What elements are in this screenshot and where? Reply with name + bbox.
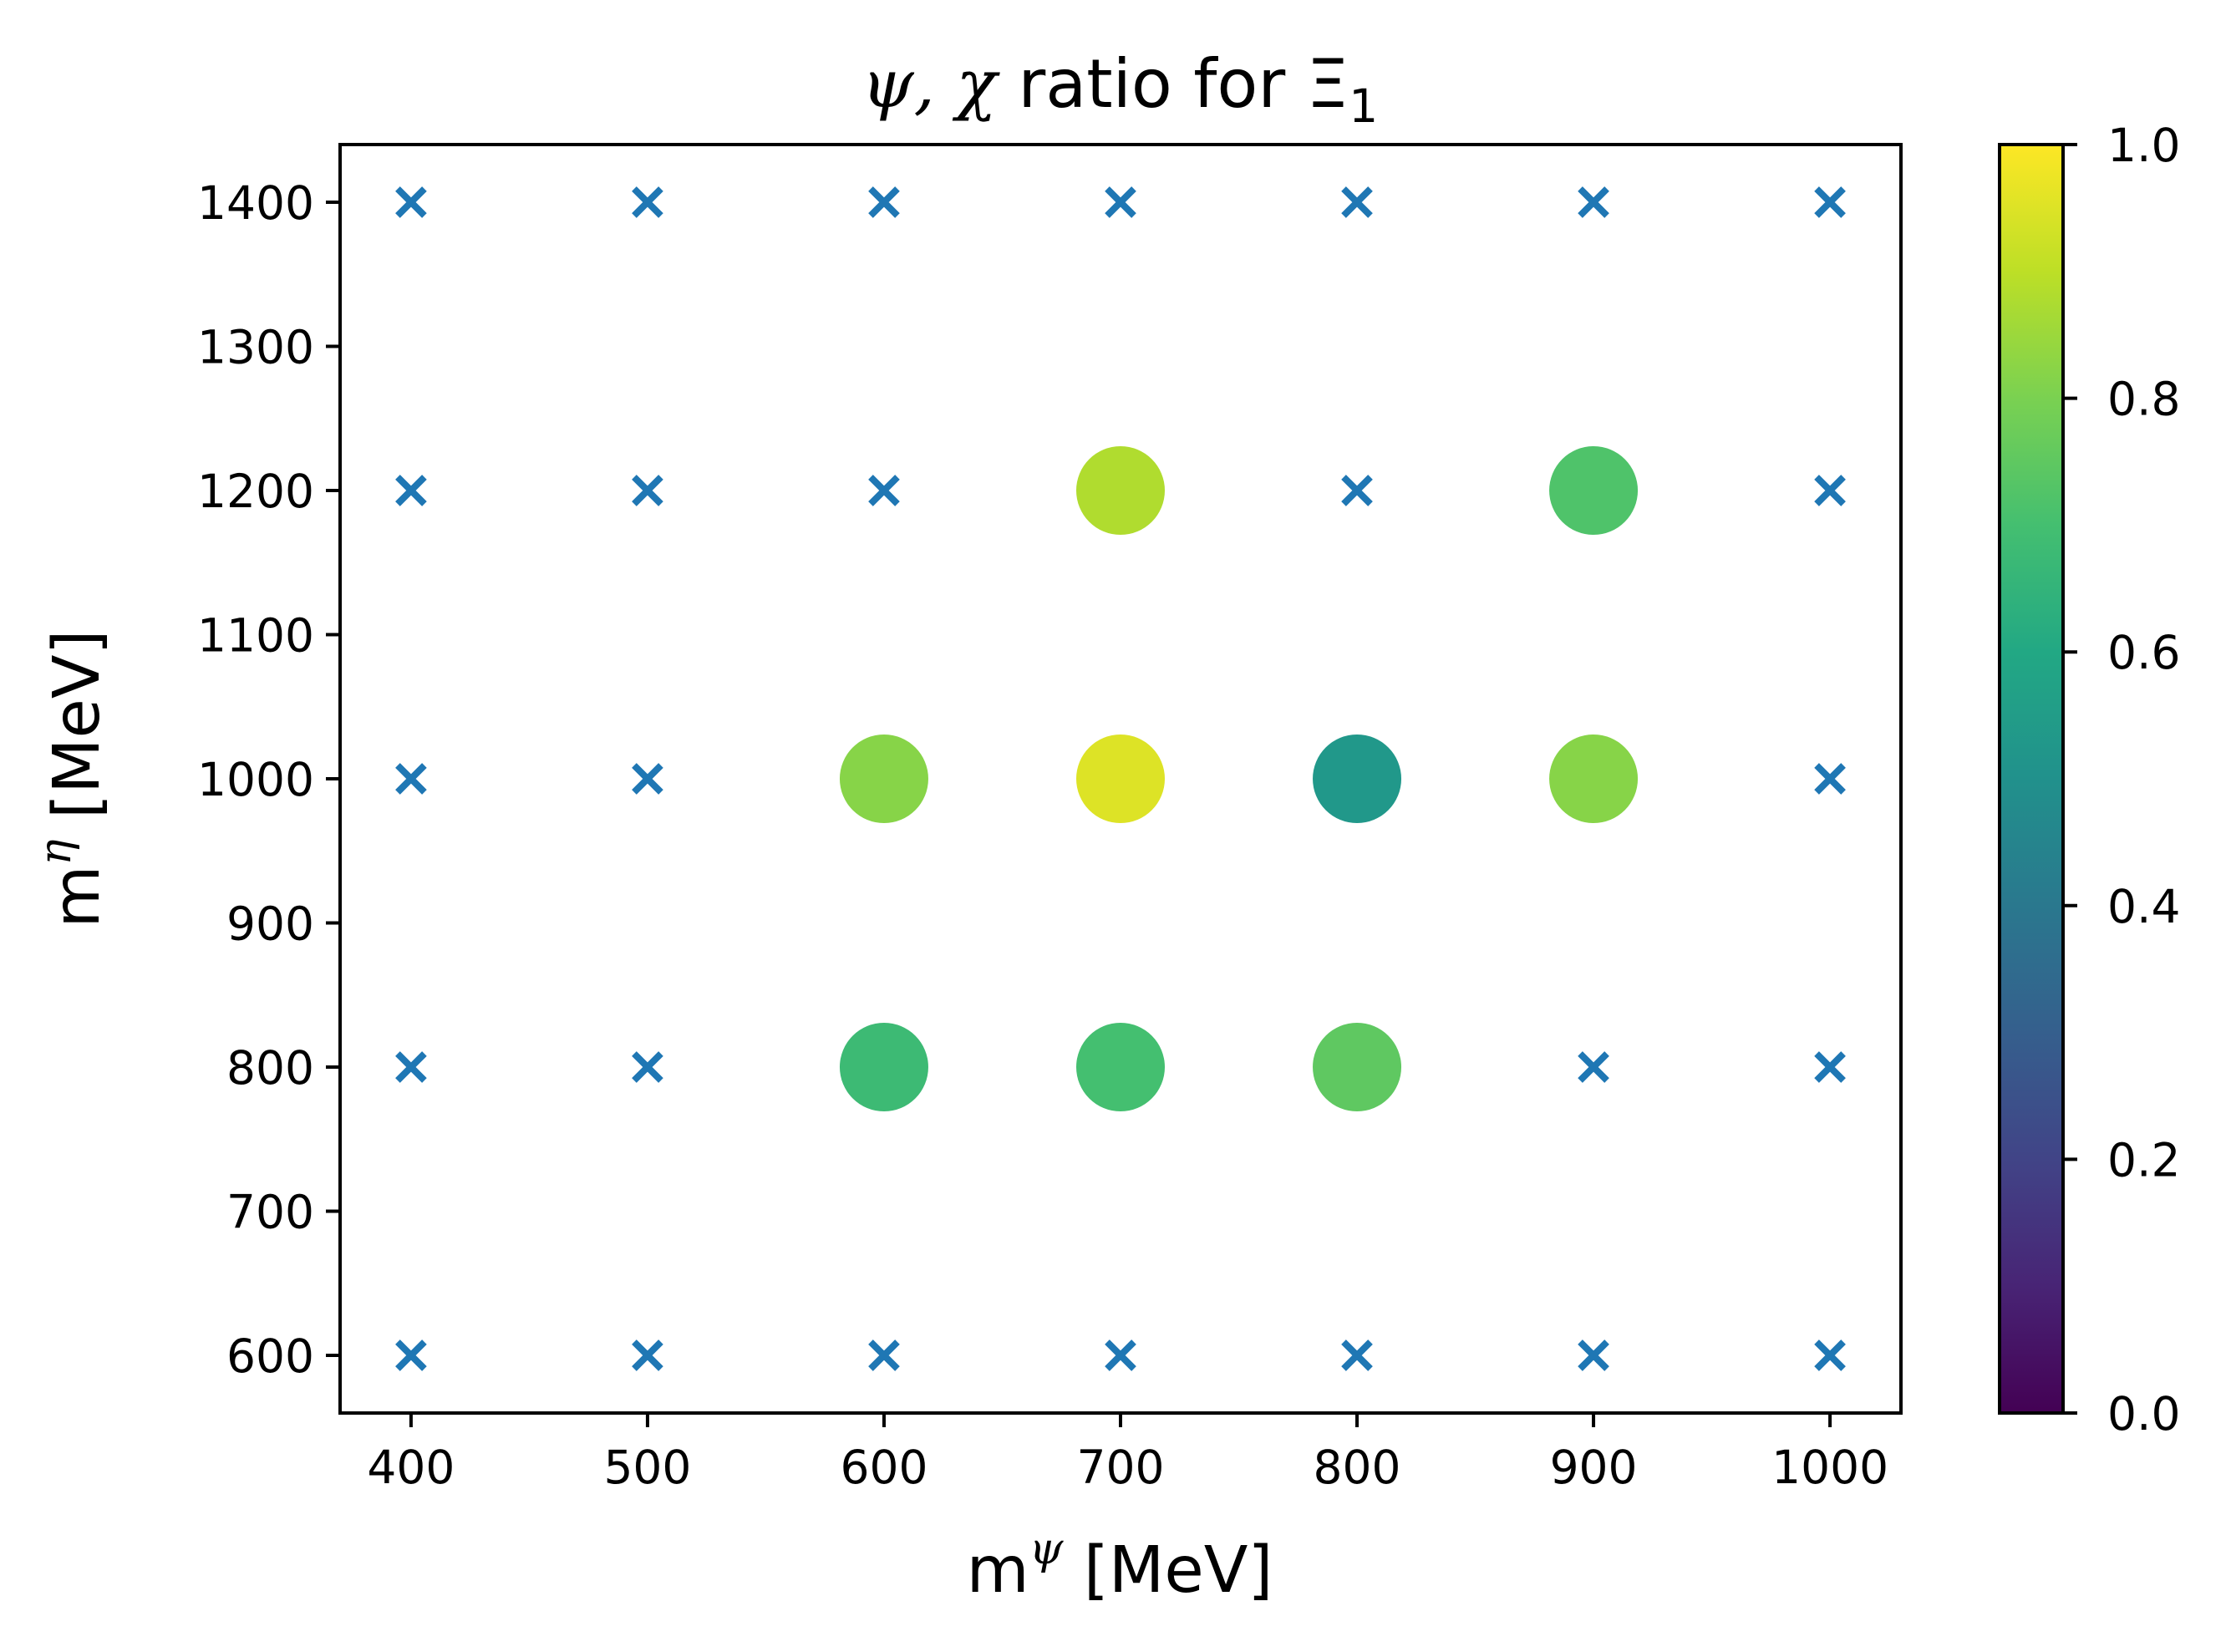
x-marker-point	[1814, 186, 1846, 218]
colorbar-tick-label: 1.0	[2107, 119, 2180, 172]
y-tick-label: 1400	[197, 176, 314, 230]
value-point	[1313, 735, 1402, 823]
x-marker-point	[632, 475, 663, 506]
x-marker-point	[1341, 186, 1373, 218]
x-tick-label: 900	[1550, 1441, 1638, 1494]
x-marker-point	[395, 475, 427, 506]
x-marker-point	[868, 186, 900, 218]
colorbar-ticks: 0.0 0.2 0.4 0.6 0.8 1.0	[2063, 119, 2180, 1441]
x-marker-point	[632, 1339, 663, 1371]
x-marker-point	[868, 1339, 900, 1371]
x-tick-label: 700	[1077, 1441, 1165, 1494]
value-point	[1549, 446, 1639, 535]
colorbar-tick-label: 0.0	[2107, 1387, 2180, 1441]
value-point	[1076, 735, 1165, 823]
x-marker-point	[395, 1339, 427, 1371]
y-axis-title-unit: [MeV]	[40, 629, 114, 839]
x-marker-point	[1578, 1051, 1609, 1083]
x-marker-point	[1341, 475, 1373, 506]
x-tick-label: 500	[603, 1441, 691, 1494]
y-tick-label: 1300	[197, 321, 314, 374]
x-tick-label: 800	[1314, 1441, 1401, 1494]
x-marker-point	[868, 475, 900, 506]
y-tick-label: 1000	[197, 753, 314, 806]
y-axis-title: mη [MeV]	[31, 629, 114, 928]
y-tick-label: 1100	[197, 609, 314, 663]
colorbar-tick-label: 0.4	[2107, 880, 2180, 933]
x-axis-title-base: m	[967, 1533, 1029, 1608]
x-marker-point	[1814, 763, 1846, 795]
colorbar-tick-label: 0.2	[2107, 1133, 2180, 1187]
x-marker-point	[1578, 1339, 1609, 1371]
x-marker-point	[1578, 186, 1609, 218]
x-tick-label: 1000	[1771, 1441, 1888, 1494]
x-marker-point	[1105, 1339, 1136, 1371]
x-axis-title-unit: [MeV]	[1063, 1533, 1273, 1608]
value-point	[1549, 735, 1639, 823]
x-marker-point	[395, 763, 427, 795]
chart-title: ψ, χ ratio for Ξ1	[861, 45, 1378, 133]
value-point	[839, 1023, 928, 1111]
y-tick-label: 1200	[197, 465, 314, 518]
value-point	[839, 735, 928, 823]
x-marker-point	[1814, 1051, 1846, 1083]
value-point	[1313, 1023, 1402, 1111]
y-axis-ticks: 600 700 800 900 1000 1100 1200 1300 1400	[197, 176, 340, 1383]
chart-title-text: ratio for Ξ	[997, 45, 1349, 123]
x-marker-point	[1814, 475, 1846, 506]
chart-title-greek: ψ, χ	[861, 45, 1001, 123]
x-tick-label: 600	[840, 1441, 928, 1494]
x-axis-title: mψ [MeV]	[967, 1524, 1273, 1608]
value-point	[1076, 446, 1165, 535]
colorbar-tick-label: 0.6	[2107, 626, 2180, 679]
data-points	[395, 186, 1846, 1371]
chart-title-subscript: 1	[1349, 79, 1378, 133]
x-axis-ticks: 400 500 600 700 800 900 1000	[367, 1413, 1888, 1494]
x-marker-point	[632, 1051, 663, 1083]
x-marker-point	[632, 763, 663, 795]
x-marker-point	[1105, 186, 1136, 218]
x-marker-point	[1341, 1339, 1373, 1371]
x-axis-title-sup: ψ	[1029, 1524, 1065, 1574]
y-tick-label: 900	[226, 897, 314, 951]
x-marker-point	[632, 186, 663, 218]
y-tick-label: 700	[226, 1186, 314, 1239]
y-tick-label: 600	[226, 1329, 314, 1383]
value-point	[1076, 1023, 1165, 1111]
y-axis-title-sup: η	[31, 839, 81, 865]
x-marker-point	[395, 1051, 427, 1083]
colorbar	[1998, 143, 2065, 1415]
x-tick-label: 400	[367, 1441, 455, 1494]
y-axis-title-base: m	[40, 866, 114, 928]
x-marker-point	[395, 186, 427, 218]
y-tick-label: 800	[226, 1041, 314, 1095]
x-marker-point	[1814, 1339, 1846, 1371]
colorbar-tick-label: 0.8	[2107, 373, 2180, 426]
